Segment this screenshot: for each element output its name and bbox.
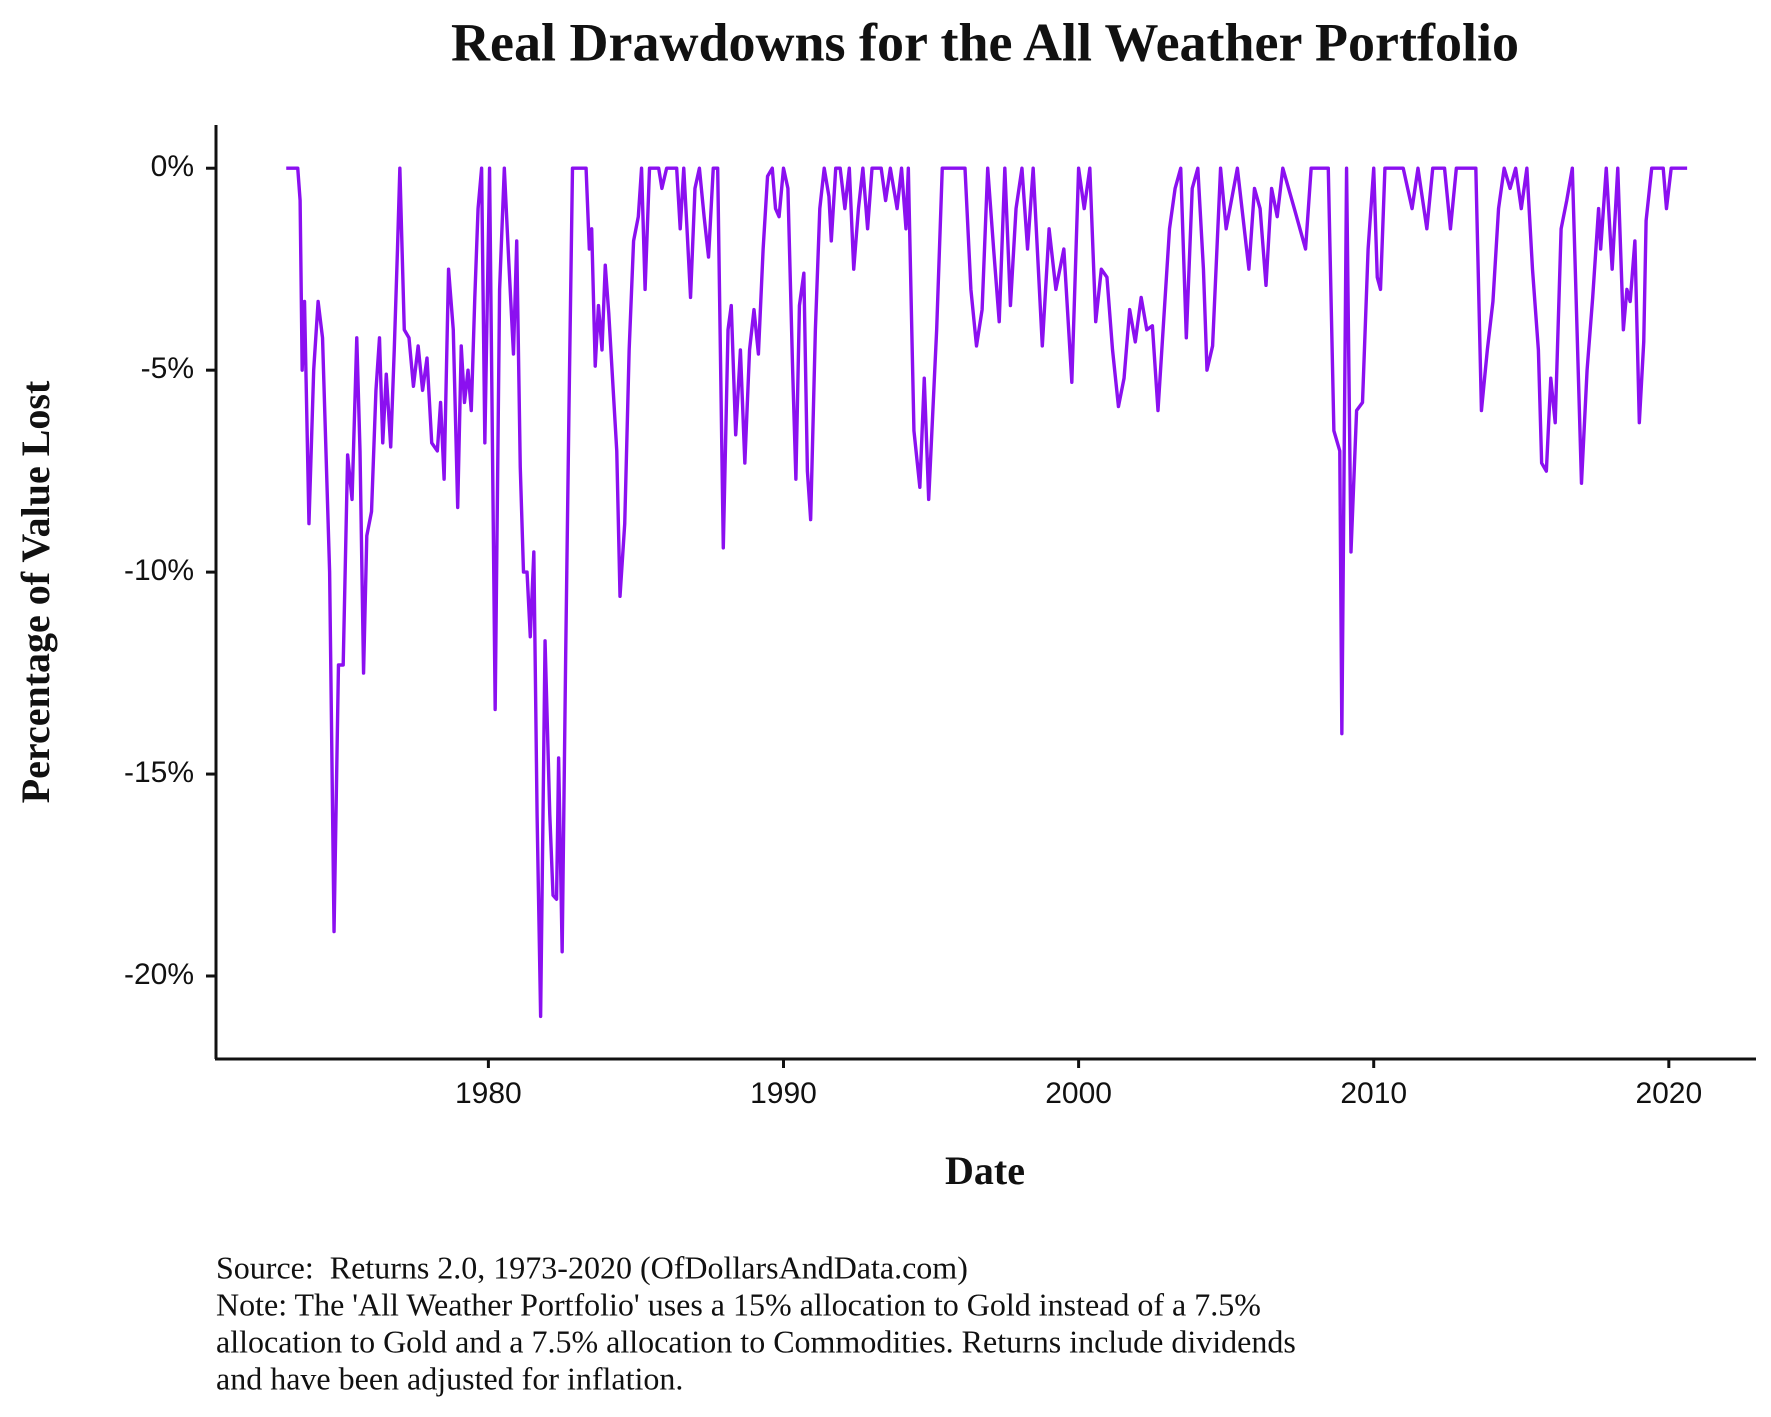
footer-line: and have been adjusted for inflation. (216, 1360, 683, 1396)
y-axis-label: Percentage of Value Lost (13, 380, 58, 803)
data-line (286, 166, 1688, 1019)
footer-line: Note: The 'All Weather Portfolio' uses a… (216, 1286, 1261, 1322)
y-tick-label: -15% (124, 756, 194, 789)
y-tick-label: -20% (124, 958, 194, 991)
x-tick-label: 2010 (1340, 1077, 1407, 1110)
x-tick-label: 1980 (455, 1077, 522, 1110)
x-tick-label: 2000 (1045, 1077, 1112, 1110)
footer-line: allocation to Gold and a 7.5% allocation… (216, 1323, 1296, 1359)
x-tick-label: 2020 (1635, 1077, 1702, 1110)
y-tick-label: 0% (151, 150, 194, 183)
chart-title: Real Drawdowns for the All Weather Portf… (451, 12, 1519, 72)
y-tick-label: -10% (124, 554, 194, 587)
x-axis-label: Date (945, 1148, 1025, 1193)
y-tick-label: -5% (141, 352, 194, 385)
x-tick-label: 1990 (750, 1077, 817, 1110)
footer-line: Source: Returns 2.0, 1973-2020 (OfDollar… (216, 1249, 968, 1285)
